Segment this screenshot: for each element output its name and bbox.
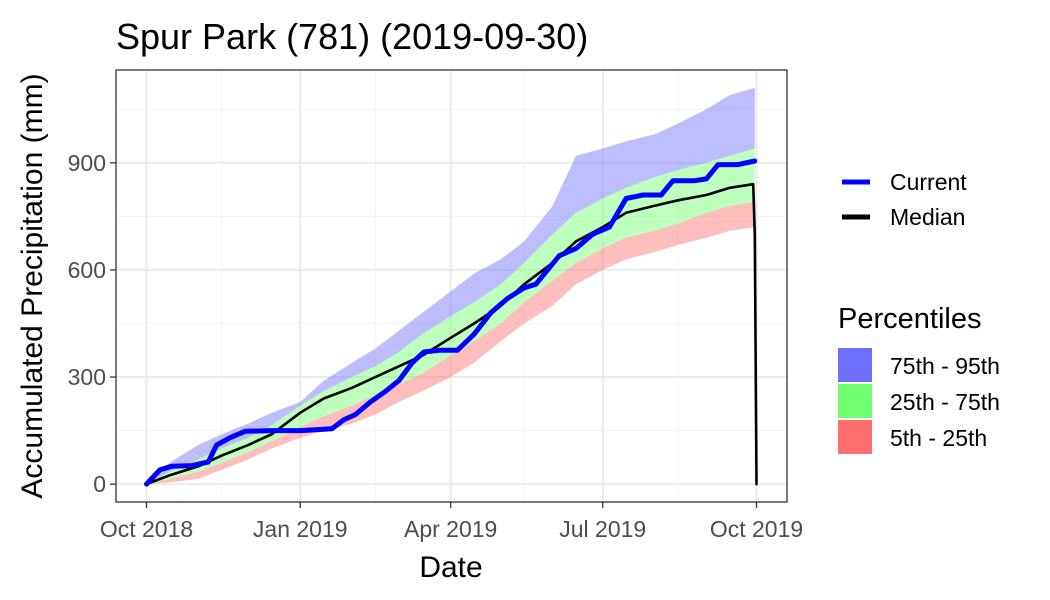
legend-swatch <box>838 348 872 382</box>
legend-median-label: Median <box>890 204 965 230</box>
series-median-line <box>145 182 758 486</box>
series-current-line <box>144 158 758 487</box>
legend-percentile-label: 75th - 95th <box>890 353 1000 379</box>
legend-current-label: Current <box>890 169 967 195</box>
x-tick-label: Apr 2019 <box>404 516 497 542</box>
legend-percentile-label: 5th - 25th <box>890 425 987 451</box>
x-axis-title: Date <box>419 551 482 584</box>
plot-border <box>115 69 788 503</box>
legend-swatch <box>838 384 872 418</box>
x-tick-label: Oct 2018 <box>100 516 193 542</box>
series-lines <box>144 158 758 487</box>
y-tick-label: 900 <box>68 150 106 176</box>
legend-lines: Current Median <box>842 169 967 230</box>
y-tick-label: 0 <box>93 471 106 497</box>
plot-area <box>115 69 788 503</box>
y-axis-title: Accumulated Precipitation (mm) <box>16 73 49 498</box>
legend-swatch <box>838 420 872 454</box>
band-75th-95th <box>146 87 755 485</box>
y-tick-label: 600 <box>68 257 106 283</box>
chart-title: Spur Park (781) (2019-09-30) <box>116 16 588 57</box>
x-tick-label: Oct 2019 <box>710 516 803 542</box>
y-tick-label: 300 <box>68 364 106 390</box>
legend-title: Percentiles <box>838 303 981 335</box>
x-axis: Oct 2018 Jan 2019 Apr 2019 Jul 2019 Oct 2019 <box>100 502 803 542</box>
x-tick-label: Jul 2019 <box>559 516 646 542</box>
x-tick-label: Jan 2019 <box>253 516 348 542</box>
legend-percentiles: 75th - 95th 25th - 75th 5th - 25th <box>838 348 1000 454</box>
y-axis: 0 300 600 900 <box>68 150 116 497</box>
legend-percentile-label: 25th - 75th <box>890 389 1000 415</box>
band-5th-25th <box>146 202 755 485</box>
